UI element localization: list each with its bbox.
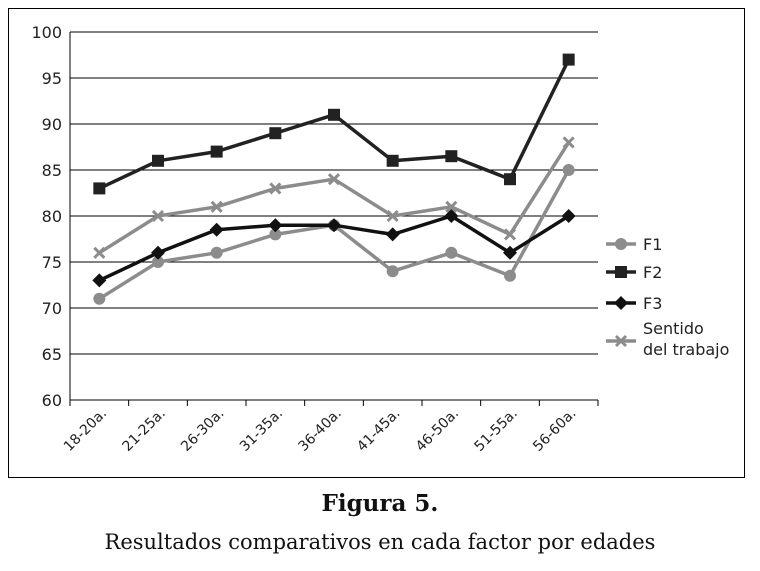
series-4-point: [386, 209, 399, 223]
series-4-point: [562, 136, 575, 149]
legend-entry: F1: [606, 235, 662, 254]
y-tick-label: 90: [42, 115, 62, 134]
y-tick-label: 60: [42, 391, 62, 410]
series-1-point: [504, 269, 516, 282]
series-1-point: [562, 164, 575, 176]
legend-entry: F3: [606, 294, 662, 313]
series-1-point: [152, 256, 164, 268]
series-2-point: [562, 53, 575, 66]
y-tick-label: 100: [31, 23, 62, 42]
series-2-point: [210, 145, 223, 158]
series-3-point: [444, 209, 459, 223]
series-4-point: [151, 209, 165, 223]
legend-label-line: F1: [643, 235, 662, 254]
x-marker-stroke: [151, 209, 165, 223]
series-1-point: [210, 246, 223, 259]
series-3-point: [268, 218, 283, 233]
legend-label: F1: [643, 235, 662, 254]
series-1-line: [98, 169, 571, 301]
series-2-point: [504, 173, 516, 186]
legend-entry: Sentido del trabajo: [606, 319, 729, 359]
x-marker-stroke: [210, 200, 223, 213]
y-tick-label: 70: [42, 299, 62, 318]
x-marker-stroke: [269, 182, 282, 195]
series-3-point: [385, 227, 400, 242]
x-tick-label: 36-40a.: [296, 406, 345, 455]
legend-marker: [615, 238, 627, 250]
figure-title: Figura 5.: [321, 490, 439, 517]
series-2-point: [386, 154, 399, 167]
x-marker-stroke: [614, 334, 628, 348]
series-1-point: [445, 246, 458, 259]
x-tick-label: 46-50a.: [413, 406, 462, 455]
series-3-point: [151, 245, 165, 260]
x-tick-label: 18-20a.: [61, 406, 110, 455]
series-1-point: [386, 265, 399, 278]
x-tick-label: 26-30a.: [178, 406, 227, 455]
series-4-point: [445, 200, 458, 213]
chart-frame: [8, 8, 745, 478]
y-tick-label: 85: [42, 161, 62, 180]
series-3-point: [503, 245, 517, 260]
legend-marker: [614, 334, 628, 348]
series-2-point: [269, 127, 282, 140]
legend-label: F2: [643, 263, 662, 282]
series-2-point: [445, 150, 458, 163]
legend-label-line: del trabajo: [643, 340, 729, 359]
series-4-point: [93, 246, 106, 259]
legend-marker: [615, 266, 627, 278]
series-3-point: [92, 273, 107, 288]
figure-caption: Resultados comparativos en cada factor p…: [104, 530, 656, 554]
legend-label-line: F2: [643, 263, 662, 282]
series-1-point: [269, 228, 282, 241]
series-4-point: [269, 182, 282, 195]
x-tick-label: 51-55a.: [472, 406, 521, 455]
series-4-point: [503, 228, 517, 241]
series-2-point: [152, 154, 164, 167]
legend-marker: [614, 296, 628, 310]
x-tick-label: 21-25a.: [120, 406, 169, 455]
x-marker-stroke: [93, 246, 106, 259]
x-marker-stroke: [562, 136, 575, 149]
y-tick-label: 95: [42, 69, 62, 88]
x-marker-stroke: [386, 209, 399, 223]
x-tick-label: 56-60a.: [530, 406, 579, 455]
x-marker-stroke: [445, 200, 458, 213]
x-tick-label: 41-45a.: [354, 406, 403, 455]
series-1-point: [93, 292, 106, 305]
legend-label: Sentido del trabajo: [643, 319, 729, 359]
series-3-point: [209, 222, 224, 237]
y-tick-label: 75: [42, 253, 62, 272]
legend-label-line: Sentido: [643, 319, 704, 338]
x-tick-label: 31-35a.: [237, 406, 286, 455]
legend-label-line: F3: [643, 294, 662, 313]
x-marker-stroke: [327, 173, 341, 186]
series-3-point: [327, 218, 341, 233]
series-2-point: [93, 182, 106, 195]
legend-label: F3: [643, 294, 662, 313]
series-3-point: [561, 209, 576, 223]
legend-entry: F2: [606, 263, 662, 282]
y-tick-label: 65: [42, 345, 62, 364]
y-tick-label: 80: [42, 207, 62, 226]
x-marker-stroke: [503, 228, 517, 241]
series-4-point: [327, 173, 341, 186]
series-4-point: [210, 200, 223, 213]
series-2-point: [328, 108, 340, 121]
